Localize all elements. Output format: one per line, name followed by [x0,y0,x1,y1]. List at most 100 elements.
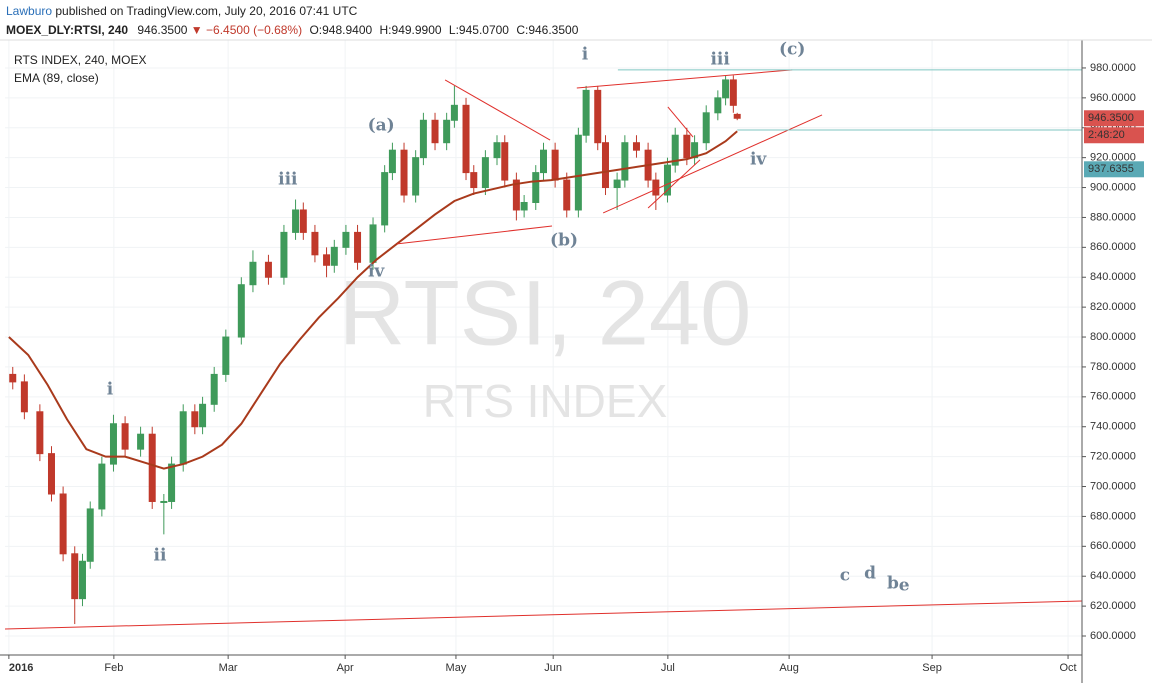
candle-body [702,112,710,144]
candle-body [462,104,470,174]
candle-body [264,261,272,278]
publisher-link[interactable]: Lawburo [6,4,52,18]
legend-symbol: RTS INDEX, 240, MOEX [14,53,147,67]
y-tick-label: 960.0000 [1090,92,1136,104]
candle-body [280,231,288,278]
wave-label: (a) [368,115,395,135]
y-tick-label: 880.0000 [1090,211,1136,223]
y-tick-label: 760.0000 [1090,391,1136,403]
y-tick-label: 720.0000 [1090,451,1136,463]
y-tick-label: 820.0000 [1090,301,1136,313]
candle-body [594,89,602,144]
ema-price-label: 937.6355 [1088,163,1134,175]
last-price-box [1084,110,1144,127]
candle-body [342,231,350,248]
candle-body [222,336,230,375]
published-note: published on TradingView.com, July 20, 2… [55,4,357,18]
candle-body [501,142,509,181]
trendline [4,600,1083,630]
legend-ema: EMA (89, close) [14,71,99,85]
ema-line [8,130,738,470]
candle-body [78,560,86,600]
wave-label: iii [710,49,730,69]
y-tick-label: 640.0000 [1090,570,1136,582]
candle-body [431,119,439,144]
candle-body [563,179,571,211]
candle-body [443,119,451,144]
candle-body [9,373,17,383]
y-tick-label: 620.0000 [1090,600,1136,612]
candle-body [299,209,307,233]
wave-label: i [582,44,589,64]
candle-body [613,179,621,189]
candle-body [671,134,679,166]
candle-body [663,164,671,196]
y-tick-label: 840.0000 [1090,271,1136,283]
candle-body [199,403,207,428]
wave-label: d [864,563,876,583]
candle-body [191,411,199,428]
candle-body [722,79,730,99]
y-tick-label: 800.0000 [1090,331,1136,343]
candle-body [481,157,489,189]
y-tick-label: 780.0000 [1090,361,1136,373]
candle-body [59,493,67,555]
y-tick-label: 980.0000 [1090,62,1136,74]
candle-body [450,104,458,121]
candle-body [601,142,609,189]
candle-body [86,508,94,562]
ohlc-open: O:948.9400 [309,23,372,37]
x-tick-label: Jun [544,662,562,674]
axes: 600.0000 620.0000 640.0000 660.0000 680.0000… [8,62,1144,674]
grid [5,40,1082,655]
y-tick-label: 920.0000 [1090,152,1136,164]
trendline [647,159,701,209]
wave-label: c [840,566,850,586]
candle-body [98,463,106,510]
candle-body [540,149,547,174]
x-tick-label: Oct [1059,662,1076,674]
candle-body [551,149,559,181]
wave-label: iii [278,170,298,190]
candle-body [330,246,338,266]
candle-body [137,433,145,450]
ohlc-low: L:945.0700 [449,23,509,37]
candle-body [323,254,331,266]
x-tick-label: Feb [104,662,123,674]
candle-body [520,201,528,211]
candle-body [512,179,520,211]
candle-body [121,423,129,450]
candle-body [532,172,540,203]
y-tick-label: 860.0000 [1090,241,1136,253]
x-tick-label: Mar [219,662,238,674]
candle-body [36,411,44,455]
trendline [576,69,793,89]
candle-body [400,149,408,196]
candle-body [632,142,640,151]
ema-price-box [1084,161,1144,178]
countdown-box [1084,127,1144,144]
trendline [397,225,553,245]
candle-body [292,209,300,233]
y-tick-label: 700.0000 [1090,480,1136,492]
candle-body [574,134,582,211]
candle-body [47,453,55,495]
candle-body [683,134,691,159]
change: −6.4500 (−0.68%) [206,23,302,37]
watermark-subtitle: RTS INDEX [423,375,668,427]
candle-body [249,261,257,286]
candle-body [412,157,420,196]
candle-body [493,142,501,159]
x-tick-label: 2016 [9,662,33,674]
candle-body [419,119,427,159]
candle-body [729,79,737,106]
header-line-1: Lawburo published on TradingView.com, Ju… [6,4,358,18]
ohlc-high: H:949.9900 [380,23,442,37]
candle-body [369,224,377,263]
last-price-label: 946.3500 [1088,112,1134,124]
candle-body [714,97,722,114]
x-tick-label: May [446,662,467,674]
wave-label: b [887,573,899,593]
